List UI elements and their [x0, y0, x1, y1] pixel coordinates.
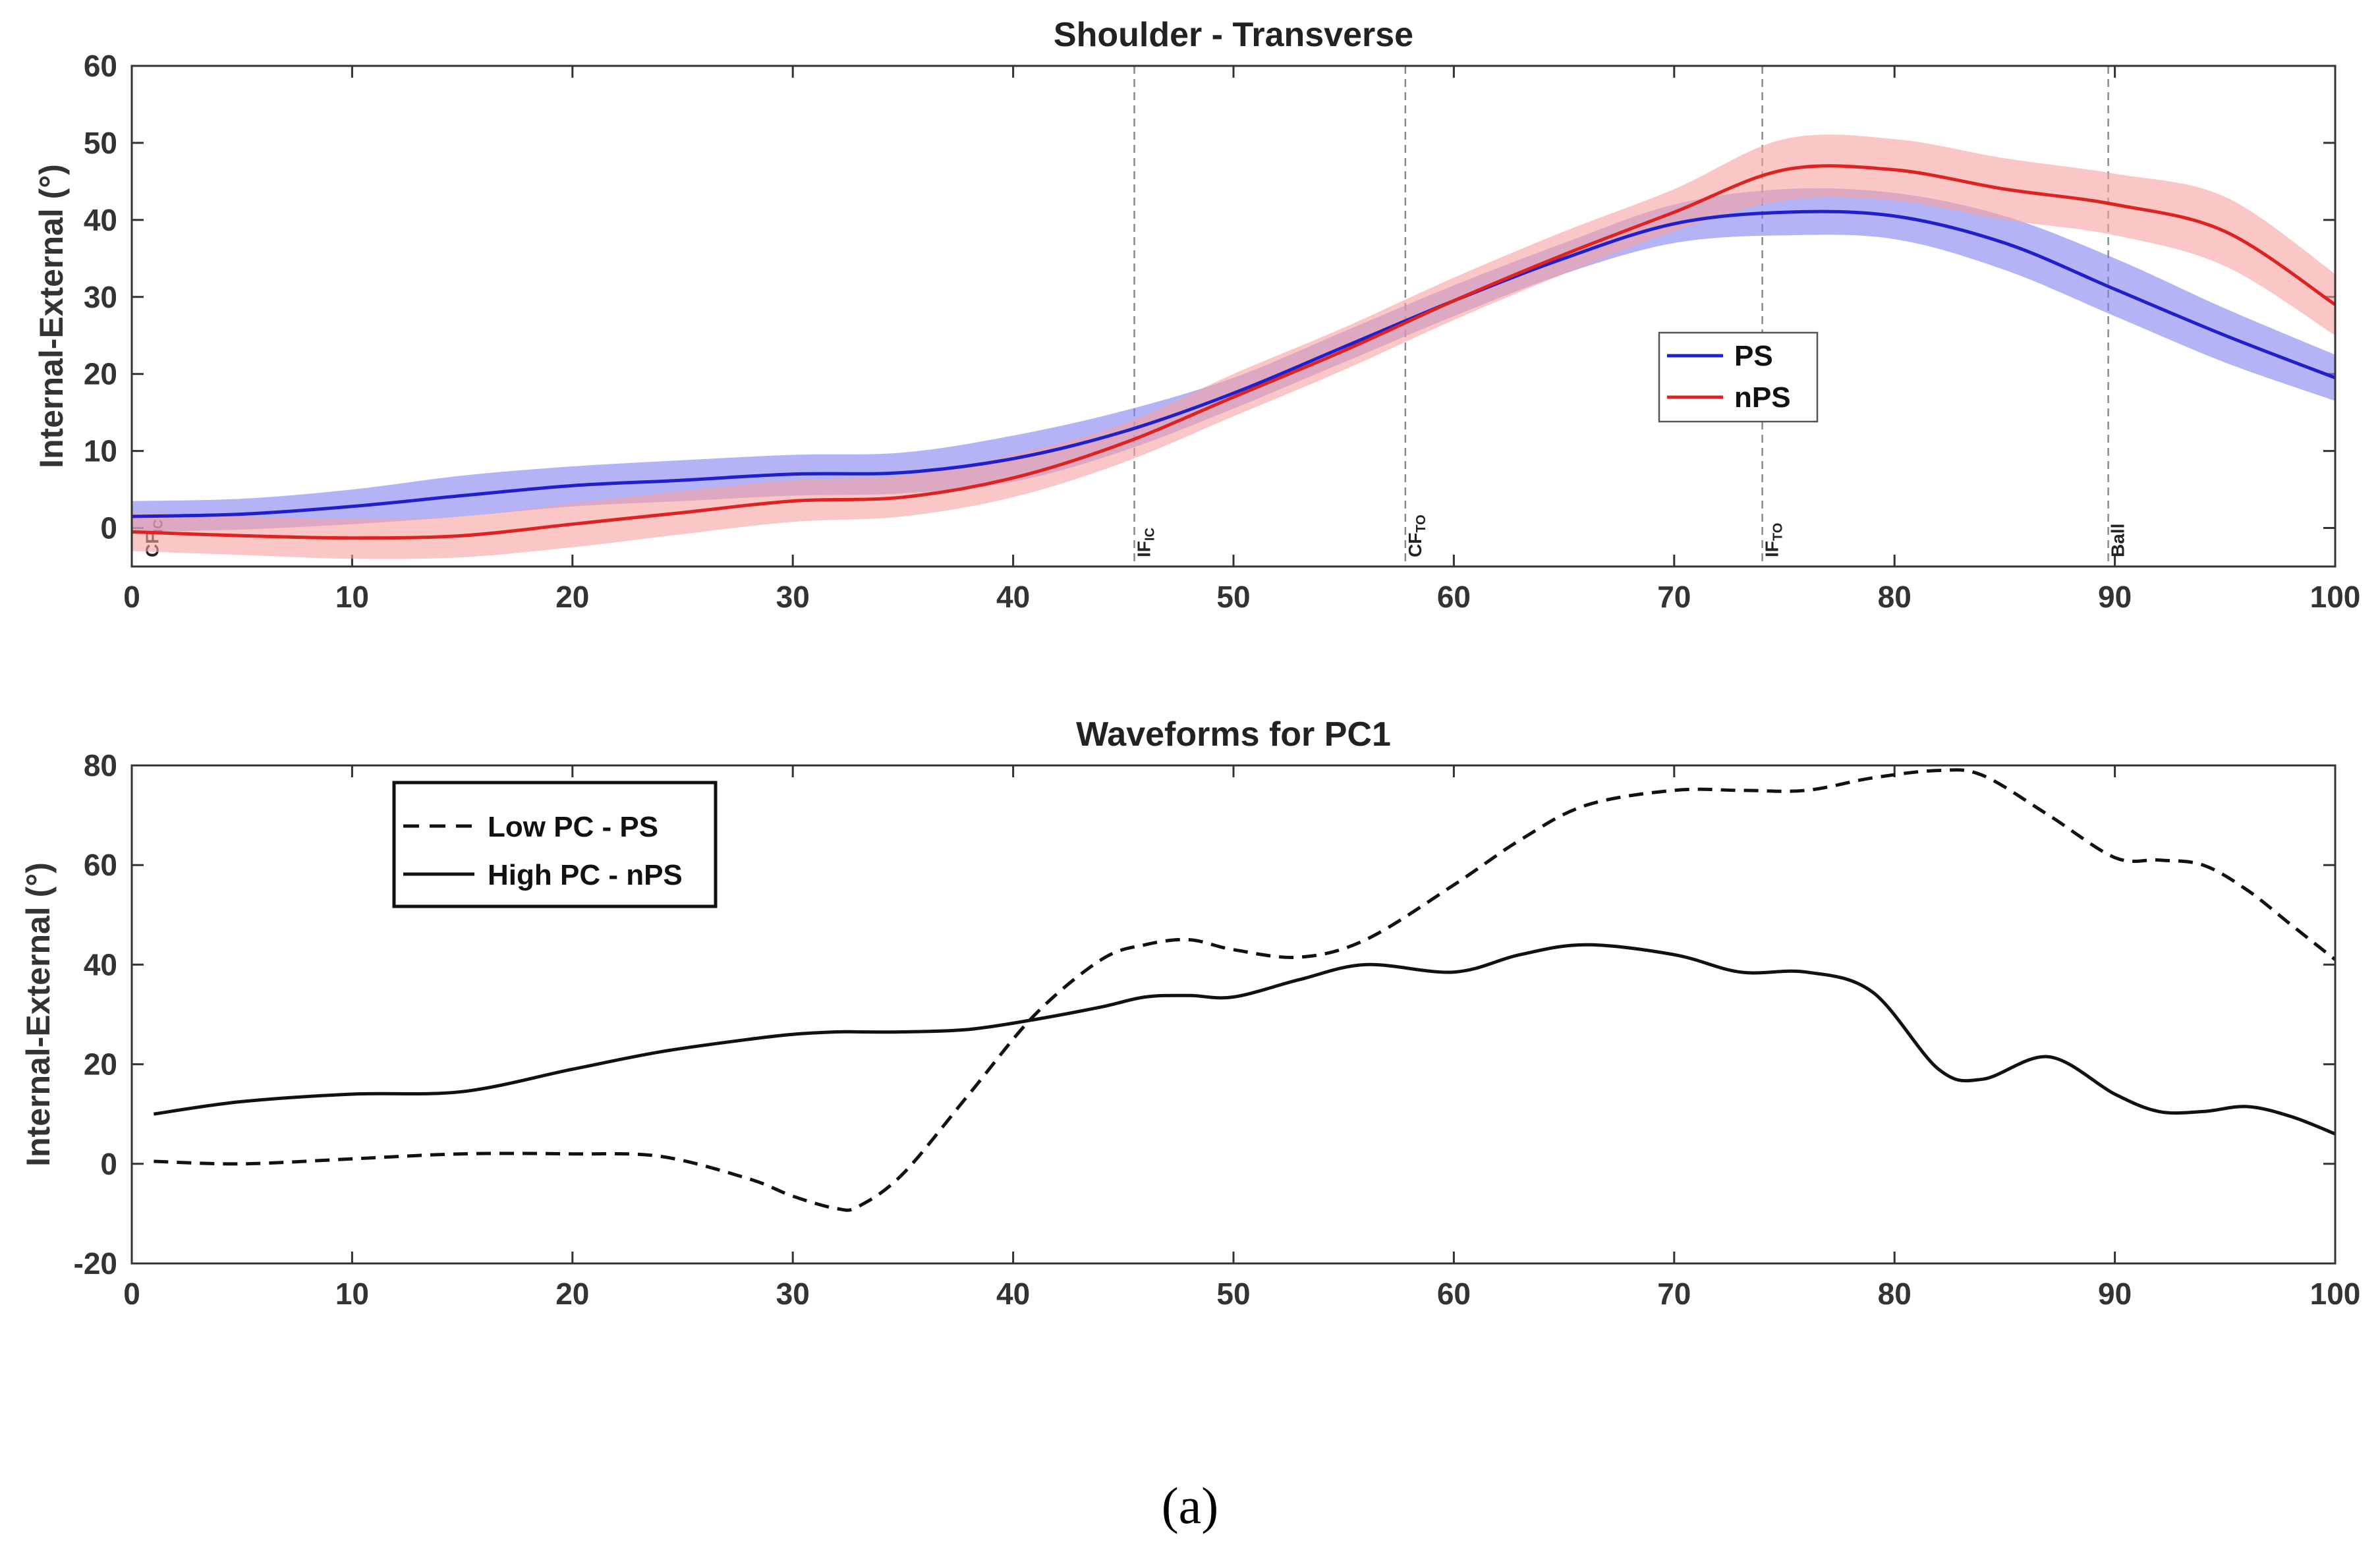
event-label-main: Ball: [2108, 524, 2128, 557]
y-axis-ticks: 0 10 20 30 40 50 60: [84, 49, 2335, 545]
y-axis-label: Internal-External (°): [20, 862, 57, 1167]
x-axis-ticks: 0 10 20 30 40 50 60 70 80 90 100: [123, 765, 2360, 1311]
event-label-sub: TO: [1771, 523, 1786, 541]
series-line-high-pc: [154, 943, 2336, 1136]
x-tick-label: 10: [335, 580, 369, 614]
legend-label-nps: nPS: [1734, 381, 1791, 414]
x-tick-label: 100: [2310, 1277, 2361, 1311]
y-tick-label: 40: [84, 947, 117, 981]
legend: PS nPS: [1658, 331, 1819, 423]
x-axis-ticks: 0 10 20 30 40 50 60 70 80 90 100: [123, 66, 2360, 614]
legend-box: [392, 781, 718, 908]
event-label: Ball: [2108, 524, 2128, 557]
event-label-main: IF: [1134, 541, 1154, 557]
x-tick-label: 40: [996, 580, 1030, 614]
x-tick-label: 70: [1657, 1277, 1691, 1311]
x-tick-label: 20: [555, 1277, 589, 1311]
y-tick-label: 50: [84, 126, 117, 160]
x-tick-label: 100: [2310, 580, 2361, 614]
x-tick-label: 40: [996, 1277, 1030, 1311]
x-tick-label: 90: [2098, 580, 2132, 614]
y-tick-label: 30: [84, 280, 117, 314]
event-label: IFIC: [1134, 528, 1158, 557]
x-tick-label: 30: [776, 580, 810, 614]
legend: Low PC - PS High PC - nPS: [392, 781, 718, 908]
confidence-bands: [132, 134, 2335, 559]
legend-label-ps: PS: [1734, 340, 1773, 372]
y-tick-label: 60: [84, 848, 117, 882]
event-label: IFTO: [1762, 523, 1786, 557]
y-axis-label: Internal-External (°): [33, 164, 70, 468]
x-tick-label: 60: [1437, 580, 1471, 614]
plot-frame: [130, 764, 2337, 1265]
event-label-sub: TO: [1414, 514, 1429, 532]
series-lines: [154, 768, 2337, 1212]
x-tick-label: 0: [123, 580, 140, 614]
series-line-ps: [131, 209, 2336, 518]
x-tick-label: 10: [335, 1277, 369, 1311]
y-tick-label: 60: [84, 49, 117, 83]
x-tick-label: 80: [1878, 1277, 1912, 1311]
x-tick-label: 0: [123, 1277, 140, 1311]
event-label-sub: IC: [1143, 528, 1158, 541]
x-tick-label: 20: [555, 580, 589, 614]
series-line-low-pc: [154, 768, 2337, 1212]
band-nps: [132, 134, 2335, 559]
band-ps: [132, 188, 2335, 532]
series-line-nps: [131, 164, 2337, 540]
y-tick-label: 0: [100, 1147, 117, 1181]
x-tick-label: 90: [2098, 1277, 2132, 1311]
x-tick-label: 50: [1216, 580, 1250, 614]
chart-shoulder-transverse: Shoulder - Transverse 0 10 20 30 40 50 60 0 10 2…: [33, 16, 2360, 614]
event-label: CFTO: [1405, 514, 1429, 557]
chart-title: Shoulder - Transverse: [1054, 16, 1413, 54]
series-lines: [131, 164, 2337, 540]
y-tick-label: 80: [84, 748, 117, 783]
y-tick-label: 20: [84, 357, 117, 391]
x-tick-label: 70: [1657, 580, 1691, 614]
y-tick-label: 0: [100, 511, 117, 545]
y-tick-label: 40: [84, 203, 117, 237]
x-tick-label: 30: [776, 1277, 810, 1311]
x-tick-label: 60: [1437, 1277, 1471, 1311]
figure-caption: (a): [1162, 1477, 1219, 1534]
legend-label-high-pc: High PC - nPS: [488, 859, 683, 891]
x-tick-label: 50: [1216, 1277, 1250, 1311]
chart-title: Waveforms for PC1: [1076, 715, 1391, 754]
x-tick-label: 80: [1878, 580, 1912, 614]
plot-frame: [130, 65, 2337, 568]
legend-label-low-pc: Low PC - PS: [488, 811, 658, 843]
y-tick-label: 20: [84, 1047, 117, 1082]
y-tick-label: 10: [84, 434, 117, 468]
event-label-main: IF: [1762, 541, 1782, 557]
legend-box: [1658, 331, 1819, 423]
event-label-main: CF: [1405, 533, 1425, 557]
y-axis-ticks: -20 0 20 40 60 80: [74, 748, 2335, 1281]
y-tick-label: -20: [74, 1246, 117, 1281]
